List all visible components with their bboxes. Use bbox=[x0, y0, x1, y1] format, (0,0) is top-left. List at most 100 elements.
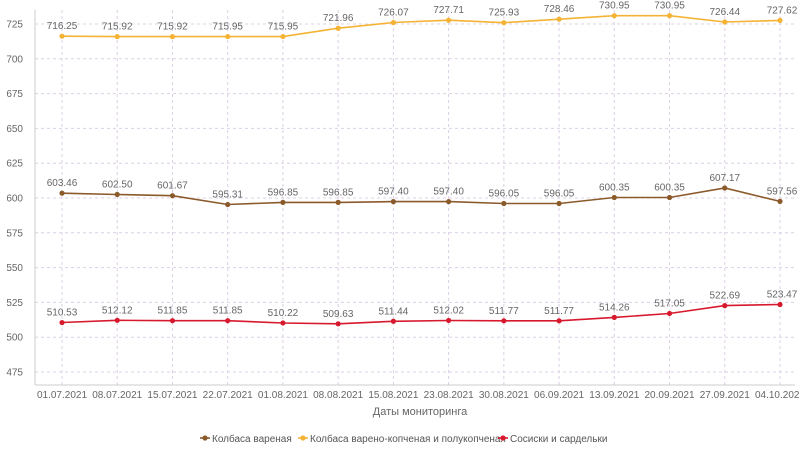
data-label: 522.69 bbox=[709, 291, 740, 302]
data-point bbox=[335, 321, 341, 327]
x-tick-label: 06.09.2021 bbox=[534, 390, 584, 401]
axes: 475 500 525 550 575 600 625 650 675 700 725 01.07.2… bbox=[6, 10, 800, 401]
data-label: 597.40 bbox=[378, 187, 409, 198]
data-label: 509.63 bbox=[323, 309, 354, 320]
y-tick-label: 500 bbox=[6, 333, 23, 344]
x-tick-label: 08.07.2021 bbox=[92, 390, 142, 401]
data-label: 596.05 bbox=[544, 188, 575, 199]
data-point bbox=[169, 318, 176, 324]
data-label: 727.71 bbox=[433, 5, 464, 16]
series-2: 716.25 715.92 715.92 715.95 715.95 721.96 726.… bbox=[47, 1, 798, 40]
data-label: 600.35 bbox=[654, 183, 685, 194]
data-point bbox=[390, 199, 396, 205]
data-point bbox=[225, 318, 231, 324]
data-point bbox=[666, 310, 673, 317]
data-point bbox=[59, 33, 65, 39]
data-point bbox=[390, 19, 396, 26]
y-tick-label: 575 bbox=[6, 228, 23, 239]
data-point bbox=[722, 19, 728, 25]
data-point bbox=[611, 194, 617, 201]
data-label: 512.12 bbox=[102, 305, 133, 316]
legend-label: Колбаса вареная bbox=[212, 433, 292, 445]
data-point bbox=[501, 318, 507, 324]
data-point bbox=[777, 301, 783, 308]
data-point bbox=[169, 34, 176, 40]
data-label: 726.07 bbox=[378, 8, 409, 19]
data-point bbox=[446, 199, 452, 205]
data-label: 607.17 bbox=[709, 173, 740, 184]
data-label: 726.44 bbox=[709, 7, 740, 18]
data-label: 602.50 bbox=[102, 180, 133, 191]
x-tick-label: 08.08.2021 bbox=[313, 390, 363, 401]
data-label: 596.85 bbox=[323, 187, 354, 198]
data-point bbox=[225, 33, 231, 40]
y-tick-label: 650 bbox=[6, 124, 23, 135]
x-tick-label: 13.09.2021 bbox=[589, 390, 639, 401]
x-tick-label: 30.08.2021 bbox=[479, 390, 529, 401]
x-tick-label: 20.09.2021 bbox=[645, 390, 695, 401]
data-label: 715.95 bbox=[212, 22, 243, 33]
grid-lines bbox=[35, 10, 795, 385]
data-point bbox=[59, 190, 65, 196]
data-label: 600.35 bbox=[599, 183, 630, 194]
y-tick-label: 725 bbox=[6, 20, 23, 31]
x-tick-label: 23.08.2021 bbox=[424, 390, 474, 401]
data-label: 595.31 bbox=[212, 190, 243, 201]
x-tick-label: 01.08.2021 bbox=[258, 390, 308, 401]
legend-dot-marker bbox=[202, 435, 208, 441]
data-point bbox=[722, 303, 728, 309]
data-point bbox=[501, 200, 507, 207]
data-point bbox=[335, 25, 341, 31]
data-point bbox=[280, 320, 286, 326]
data-point bbox=[335, 199, 341, 205]
x-axis-title: Даты мониторинга bbox=[373, 406, 468, 418]
data-point bbox=[169, 193, 176, 199]
data-label: 596.05 bbox=[489, 188, 520, 199]
data-point bbox=[722, 185, 728, 191]
y-tick-label: 525 bbox=[6, 298, 23, 309]
data-point bbox=[114, 191, 120, 198]
data-label: 715.92 bbox=[157, 22, 188, 33]
data-point bbox=[446, 317, 452, 324]
y-tick-label: 625 bbox=[6, 159, 23, 170]
data-label: 523.47 bbox=[767, 290, 798, 301]
data-label: 715.95 bbox=[268, 22, 299, 33]
data-point bbox=[666, 13, 673, 19]
data-label: 730.95 bbox=[654, 1, 685, 12]
data-label: 511.77 bbox=[544, 306, 574, 317]
data-label: 517.05 bbox=[654, 298, 685, 309]
data-point bbox=[611, 13, 617, 19]
data-label: 511.77 bbox=[489, 306, 519, 317]
data-point bbox=[114, 34, 120, 40]
legend-label: Сосиски и сардельки bbox=[510, 434, 607, 445]
y-tick-label: 600 bbox=[6, 194, 23, 205]
data-label: 715.92 bbox=[102, 22, 133, 33]
data-point bbox=[556, 200, 562, 207]
data-label: 596.85 bbox=[268, 187, 299, 198]
data-point bbox=[611, 314, 617, 320]
legend-item: Колбаса варено-копченая и полукопченая bbox=[298, 433, 506, 445]
x-tick-label: 27.09.2021 bbox=[700, 390, 750, 401]
data-label: 727.62 bbox=[767, 5, 798, 16]
data-label: 511.85 bbox=[158, 306, 188, 317]
x-tick-label: 04.10.2021 bbox=[755, 390, 800, 401]
data-point bbox=[59, 319, 65, 326]
data-point bbox=[446, 17, 452, 23]
y-tick-label: 675 bbox=[6, 89, 23, 100]
series-line bbox=[61, 187, 781, 206]
legend-item: Колбаса вареная bbox=[200, 433, 292, 445]
data-label: 716.25 bbox=[47, 21, 78, 32]
series-line bbox=[61, 303, 781, 325]
legend-item: Сосиски и сардельки bbox=[498, 434, 607, 445]
data-point bbox=[777, 17, 783, 23]
y-tick-label: 550 bbox=[6, 263, 23, 274]
data-point bbox=[390, 318, 396, 324]
data-label: 601.67 bbox=[157, 181, 188, 192]
data-label: 511.85 bbox=[213, 306, 243, 317]
series-layer: 603.46 602.50 601.67 595.31 596.85 596.85 597.… bbox=[47, 1, 798, 327]
legend-dot-marker bbox=[500, 435, 506, 441]
data-label: 728.46 bbox=[544, 4, 575, 15]
y-tick-label: 700 bbox=[6, 54, 23, 65]
data-point bbox=[501, 20, 507, 26]
